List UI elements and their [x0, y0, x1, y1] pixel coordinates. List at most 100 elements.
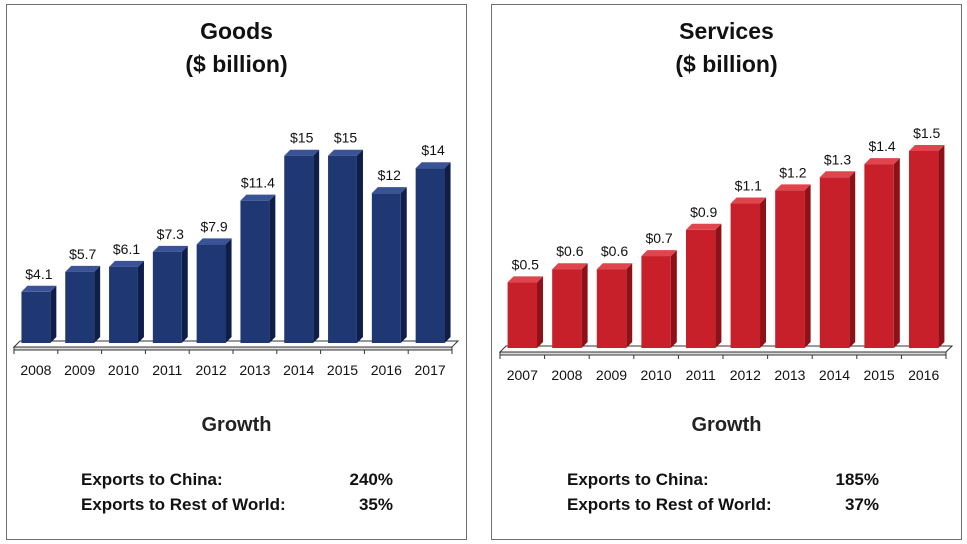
- services-bar-top: [730, 197, 767, 204]
- goods-floor-edge: [13, 346, 453, 351]
- goods-bar-side: [269, 194, 276, 343]
- services-bar-front: [908, 151, 939, 348]
- goods-data-label: $12: [378, 167, 402, 183]
- services-title-line2: ($ billion): [675, 51, 778, 77]
- services-bar-side: [715, 223, 722, 348]
- services-data-label: $0.7: [645, 230, 672, 246]
- goods-x-tick-label: 2010: [108, 362, 139, 378]
- goods-bar-side: [313, 149, 320, 343]
- services-data-label: $1.1: [735, 178, 762, 194]
- services-growth-label-china: Exports to China:: [567, 470, 709, 489]
- services-bar-2007: [507, 276, 544, 348]
- goods-x-tick-label: 2016: [371, 362, 402, 378]
- goods-bar-side: [94, 265, 101, 343]
- goods-x-tick-label: 2012: [196, 362, 227, 378]
- services-bar-2016: [908, 145, 945, 348]
- services-growth-value-china: 185%: [835, 470, 879, 489]
- services-bar-side: [537, 276, 544, 348]
- services-growth-row-china: Exports to China: 185%: [567, 470, 879, 492]
- goods-bar-top: [21, 285, 57, 292]
- services-bar-top: [819, 171, 856, 178]
- services-bar-front: [864, 164, 894, 348]
- services-bar-2015: [864, 158, 900, 348]
- services-data-label: $1.2: [779, 164, 806, 180]
- services-bar-front: [507, 282, 538, 348]
- goods-bar-2015: [328, 149, 363, 343]
- services-bar-2014: [819, 171, 856, 348]
- services-bar-top: [685, 223, 722, 230]
- goods-growth-row-rest-of-world: Exports to Rest of World: 35%: [81, 495, 393, 517]
- goods-bar-front: [65, 271, 95, 343]
- goods-bar-side: [400, 187, 407, 343]
- goods-bar-front: [21, 291, 51, 343]
- goods-x-tick-label: 2014: [283, 362, 314, 378]
- services-bar-2012: [730, 197, 767, 348]
- services-bar-side: [893, 158, 900, 348]
- services-bar-top: [908, 145, 945, 151]
- goods-growth-value-rest-of-world: 35%: [358, 495, 393, 514]
- goods-bar-top: [109, 260, 144, 267]
- goods-bar-front: [109, 266, 138, 343]
- services-growth-label-rest-of-world: Exports to Rest of World:: [567, 495, 772, 514]
- goods-x-tick-label: 2017: [415, 362, 446, 378]
- services-chart-title: Services ($ billion): [492, 15, 961, 81]
- goods-growth-heading: Growth: [201, 414, 272, 436]
- services-bar-side: [760, 197, 767, 348]
- services-bar-2008: [552, 263, 588, 348]
- goods-bar-2017: [415, 162, 451, 343]
- goods-bar-front: [328, 155, 357, 343]
- services-growth-value-rest-of-world: 37%: [844, 495, 879, 514]
- services-x-tick-label: 2016: [908, 367, 939, 383]
- services-bar-2013: [775, 184, 811, 348]
- goods-chart-panel: Goods ($ billion) $4.1 2008 $5.7 2009 $6.1 20…: [6, 4, 467, 540]
- services-bar-side: [670, 250, 677, 348]
- goods-growth-label-china: Exports to China:: [81, 470, 223, 489]
- goods-bar-side: [444, 162, 451, 343]
- services-bar-top: [507, 276, 544, 283]
- services-bar-front: [819, 177, 850, 348]
- goods-bar-front: [284, 155, 314, 343]
- goods-bar-side: [181, 245, 188, 343]
- services-floor-edge: [499, 351, 947, 356]
- services-x-tick-label: 2012: [730, 367, 761, 383]
- goods-x-tick-label: 2008: [20, 362, 51, 378]
- goods-bar-2012: [196, 238, 232, 343]
- goods-data-label: $5.7: [69, 246, 96, 262]
- goods-bar-top: [415, 162, 451, 169]
- goods-data-label: $7.9: [200, 218, 227, 234]
- goods-bar-front: [152, 251, 182, 343]
- goods-bar-side: [137, 260, 144, 343]
- services-bar-top: [641, 250, 677, 257]
- services-chart-panel: Services ($ billion) $0.5 2007 $0.6 2008 $0.…: [491, 4, 962, 540]
- goods-bar-side: [225, 238, 232, 343]
- goods-data-label: $6.1: [113, 241, 140, 257]
- goods-chart-title: Goods ($ billion): [7, 15, 466, 81]
- services-bar-top: [596, 263, 633, 270]
- services-bar-front: [641, 256, 671, 348]
- goods-bar-top: [328, 149, 363, 156]
- goods-data-label: $15: [290, 130, 314, 146]
- services-data-label: $0.6: [556, 243, 583, 259]
- goods-bar-side: [356, 149, 363, 343]
- services-bar-side: [581, 263, 588, 348]
- services-data-label: $0.9: [690, 204, 717, 220]
- goods-bar-2011: [152, 245, 188, 343]
- goods-bar-chart: $4.1 2008 $5.7 2009 $6.1 2010 $7.3 2011 $7.9 2012…: [12, 130, 460, 378]
- goods-bar-top: [152, 245, 188, 252]
- goods-x-tick-label: 2013: [239, 362, 270, 378]
- goods-bar-top: [196, 238, 232, 245]
- goods-growth-value-china: 240%: [349, 470, 393, 489]
- services-x-tick-label: 2011: [686, 367, 716, 383]
- services-bar-front: [552, 269, 582, 348]
- services-bar-2009: [596, 263, 633, 348]
- services-bar-side: [626, 263, 633, 348]
- goods-bar-top: [371, 187, 407, 194]
- goods-bar-2013: [240, 194, 276, 343]
- services-x-tick-label: 2009: [596, 367, 627, 383]
- services-data-label: $0.6: [601, 243, 628, 259]
- services-data-label: $1.5: [913, 125, 940, 141]
- goods-title-line2: ($ billion): [185, 51, 288, 77]
- goods-data-label: $15: [334, 130, 358, 146]
- goods-bar-top: [65, 265, 101, 272]
- services-growth-row-rest-of-world: Exports to Rest of World: 37%: [567, 495, 879, 517]
